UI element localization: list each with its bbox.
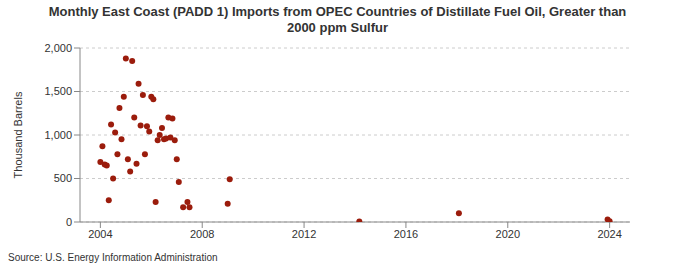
svg-text:1,500: 1,500 (44, 85, 72, 97)
html-text:Source: U.S. Energy Informatio: Source: U.S. Energy Information Administ… (8, 252, 218, 263)
svg-text:2020: 2020 (496, 228, 520, 240)
svg-text:1,000: 1,000 (44, 129, 72, 141)
svg-text:0: 0 (66, 216, 72, 228)
svg-text:2012: 2012 (292, 228, 316, 240)
svg-text:2,000: 2,000 (44, 42, 72, 54)
svg-text:2024: 2024 (597, 228, 621, 240)
svg-text:2016: 2016 (394, 228, 418, 240)
svg-text:2004: 2004 (88, 228, 112, 240)
html-text:Monthly East Coast (PADD 1) Im: Monthly East Coast (PADD 1) Imports from… (48, 4, 627, 35)
svg-text:Thousand Barrels: Thousand Barrels (12, 91, 24, 178)
svg-text:500: 500 (54, 172, 72, 184)
svg-text:2008: 2008 (190, 228, 214, 240)
